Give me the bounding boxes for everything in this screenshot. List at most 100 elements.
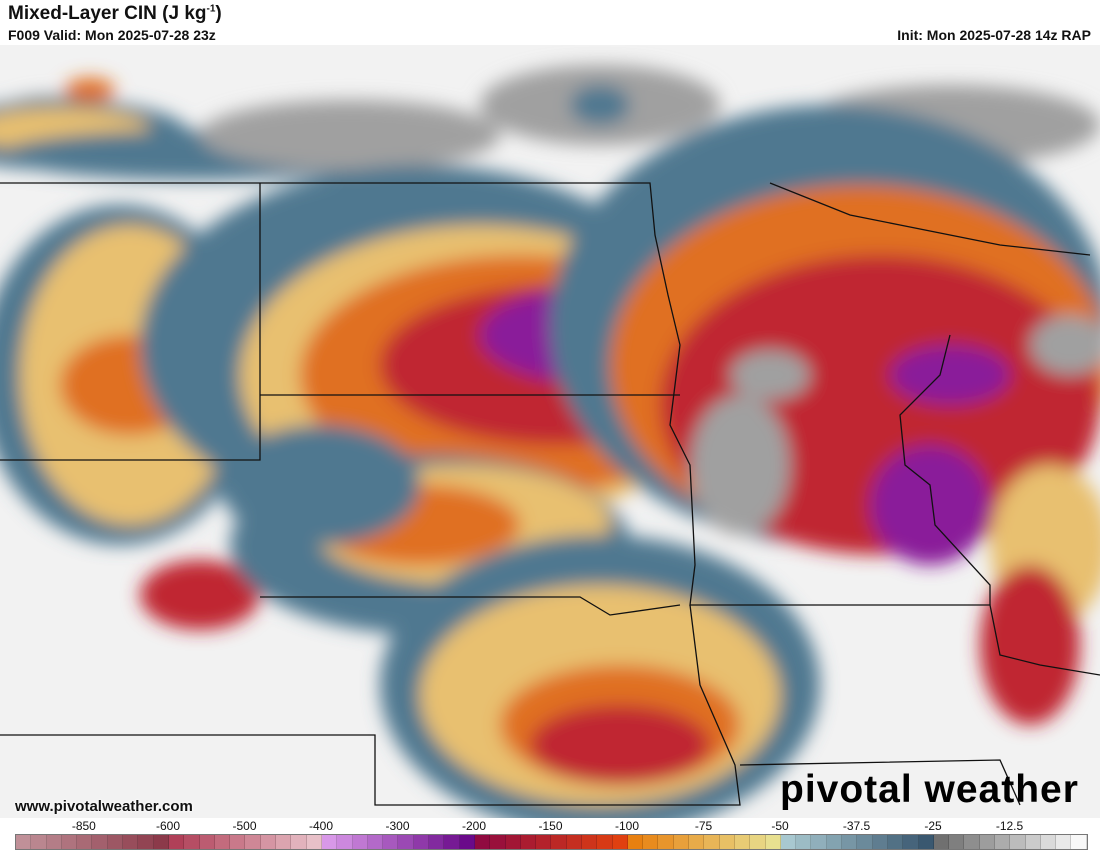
colorbar-swatch xyxy=(826,835,843,849)
colorbar-swatch xyxy=(1025,835,1041,849)
colorbar-swatch xyxy=(933,835,950,849)
colorbar-swatch xyxy=(16,835,32,849)
colorbar-swatch xyxy=(367,835,384,849)
colorbar-swatch xyxy=(245,835,261,849)
title-superscript: -1 xyxy=(206,3,216,15)
colorbar-swatch xyxy=(627,835,644,849)
colorbar-swatch xyxy=(168,835,185,849)
cin-region-strong xyxy=(980,565,1080,725)
colorbar-swatch xyxy=(46,835,62,849)
colorbar-tick-label: -500 xyxy=(232,819,257,833)
colorbar-tick-label: -150 xyxy=(538,819,563,833)
colorbar-swatch xyxy=(643,835,659,849)
colorbar-swatch xyxy=(734,835,751,849)
colorbar-swatch xyxy=(704,835,720,849)
colorbar-swatch xyxy=(872,835,888,849)
colorbar-swatch xyxy=(321,835,338,849)
colorbar-swatch xyxy=(1071,835,1087,849)
colorbar: -850 -600 -500 -400 -300 -200 -150 -100 -75 -50 -3… xyxy=(0,818,1100,850)
colorbar-swatch xyxy=(811,835,827,849)
colorbar-swatch xyxy=(337,835,353,849)
colorbar-swatch xyxy=(230,835,246,849)
colorbar-swatches xyxy=(15,834,1088,850)
cin-region-gray xyxy=(1030,315,1100,375)
colorbar-tick-label: -50 xyxy=(771,819,789,833)
colorbar-swatch xyxy=(474,835,491,849)
colorbar-swatch xyxy=(964,835,980,849)
colorbar-swatch xyxy=(61,835,78,849)
title-close: ) xyxy=(215,3,222,24)
colorbar-swatch xyxy=(199,835,215,849)
colorbar-swatch xyxy=(536,835,552,849)
colorbar-swatch xyxy=(979,835,995,849)
colorbar-swatch xyxy=(689,835,705,849)
colorbar-swatch xyxy=(276,835,292,849)
colorbar-swatch xyxy=(214,835,231,849)
colorbar-swatch xyxy=(77,835,93,849)
cin-region-marginal xyxy=(220,425,420,545)
colorbar-swatch xyxy=(398,835,414,849)
colorbar-swatch xyxy=(153,835,169,849)
cin-region-extreme xyxy=(890,345,1010,405)
colorbar-swatch xyxy=(796,835,812,849)
cin-region-moderate xyxy=(65,78,115,102)
state-border xyxy=(260,596,681,616)
colorbar-tick-label: -12.5 xyxy=(995,819,1024,833)
header: Mixed-Layer CIN (J kg-1) F009 Valid: Mon… xyxy=(0,0,1100,45)
cin-region-gray xyxy=(690,395,790,535)
colorbar-swatch xyxy=(995,835,1011,849)
colorbar-swatch xyxy=(1010,835,1026,849)
colorbar-tick-label: -25 xyxy=(924,819,942,833)
colorbar-swatch xyxy=(306,835,322,849)
colorbar-swatch xyxy=(413,835,430,849)
colorbar-tick-label: -850 xyxy=(71,819,96,833)
colorbar-swatch xyxy=(750,835,766,849)
colorbar-swatch xyxy=(31,835,47,849)
colorbar-swatch xyxy=(765,835,781,849)
state-border xyxy=(0,604,741,806)
colorbar-swatch xyxy=(1056,835,1072,849)
cin-region-marginal xyxy=(570,85,630,125)
colorbar-tick-label: -75 xyxy=(694,819,713,833)
colorbar-swatch xyxy=(92,835,108,849)
colorbar-swatch xyxy=(857,835,873,849)
colorbar-swatch xyxy=(597,835,613,849)
colorbar-swatch xyxy=(903,835,919,849)
colorbar-swatch xyxy=(138,835,154,849)
colorbar-swatch xyxy=(842,835,858,849)
valid-time: F009 Valid: Mon 2025-07-28 23z xyxy=(8,27,216,43)
init-time: Init: Mon 2025-07-28 14z RAP xyxy=(897,27,1091,43)
colorbar-swatch xyxy=(383,835,399,849)
colorbar-swatch xyxy=(719,835,735,849)
colorbar-swatch xyxy=(949,835,965,849)
colorbar-swatch xyxy=(490,835,506,849)
colorbar-swatch xyxy=(107,835,124,849)
colorbar-tick-label: -600 xyxy=(155,819,181,833)
website-url: www.pivotalweather.com xyxy=(15,798,193,815)
cin-region-strong xyxy=(530,705,710,785)
colorbar-swatch xyxy=(520,835,537,849)
colorbar-tick-label: -300 xyxy=(385,819,410,833)
colorbar-tick-label: -400 xyxy=(308,819,334,833)
colorbar-tick-label: -37.5 xyxy=(842,819,871,833)
state-border xyxy=(769,182,1091,256)
colorbar-swatch xyxy=(260,835,277,849)
colorbar-swatch xyxy=(429,835,445,849)
colorbar-swatch xyxy=(352,835,368,849)
cin-region-gray xyxy=(200,100,500,170)
cin-region-gray xyxy=(730,350,810,400)
colorbar-swatch xyxy=(673,835,690,849)
colorbar-swatch xyxy=(918,835,934,849)
state-border xyxy=(0,183,261,461)
title-text: Mixed-Layer CIN (J kg xyxy=(8,3,207,24)
colorbar-swatch xyxy=(505,835,521,849)
state-border xyxy=(899,334,991,605)
state-border xyxy=(739,759,1021,806)
state-border xyxy=(0,182,1100,676)
colorbar-swatch xyxy=(1040,835,1057,849)
cin-map xyxy=(0,45,1100,818)
colorbar-swatch xyxy=(444,835,460,849)
colorbar-swatch xyxy=(780,835,797,849)
colorbar-swatch xyxy=(123,835,139,849)
colorbar-swatch xyxy=(184,835,200,849)
